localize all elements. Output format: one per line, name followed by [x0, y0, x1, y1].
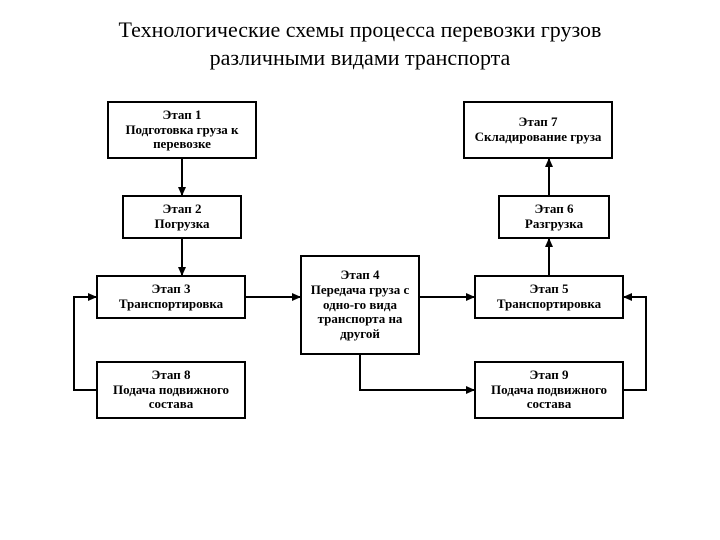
flowchart-node: Этап 9Подача подвижного состава: [474, 361, 624, 419]
flowchart-edge: [74, 297, 96, 390]
node-label: Подготовка груза к перевозке: [113, 123, 251, 153]
node-title: Этап 3: [152, 282, 191, 297]
flowchart-node: Этап 4Передача груза с одно-го вида тран…: [300, 255, 420, 355]
node-title: Этап 5: [530, 282, 569, 297]
flowchart-node: Этап 3Транспортировка: [96, 275, 246, 319]
title-line-1: Технологические схемы процесса перевозки…: [119, 17, 602, 42]
node-title: Этап 2: [163, 202, 202, 217]
flowchart-edge: [624, 297, 646, 390]
flowchart-node: Этап 8Подача подвижного состава: [96, 361, 246, 419]
node-title: Этап 9: [530, 368, 569, 383]
flowchart-node: Этап 1Подготовка груза к перевозке: [107, 101, 257, 159]
node-label: Разгрузка: [525, 217, 583, 232]
node-label: Передача груза с одно-го вида транспорта…: [306, 283, 414, 343]
flowchart-node: Этап 7Складирование груза: [463, 101, 613, 159]
node-label: Подача подвижного состава: [480, 383, 618, 413]
node-label: Складирование груза: [475, 130, 602, 145]
title-line-2: различными видами транспорта: [210, 45, 511, 70]
node-title: Этап 1: [163, 108, 202, 123]
node-title: Этап 7: [519, 115, 558, 130]
flowchart-node: Этап 6Разгрузка: [498, 195, 610, 239]
node-label: Погрузка: [154, 217, 209, 232]
node-title: Этап 8: [152, 368, 191, 383]
flowchart-node: Этап 5Транспортировка: [474, 275, 624, 319]
flowchart-edge: [360, 355, 474, 390]
node-label: Транспортировка: [497, 297, 601, 312]
node-title: Этап 6: [535, 202, 574, 217]
diagram-title: Технологические схемы процесса перевозки…: [0, 0, 720, 71]
flowchart-node: Этап 2Погрузка: [122, 195, 242, 239]
node-title: Этап 4: [341, 268, 380, 283]
diagram-canvas: Этап 1Подготовка груза к перевозке Этап 2…: [0, 71, 720, 531]
node-label: Транспортировка: [119, 297, 223, 312]
node-label: Подача подвижного состава: [102, 383, 240, 413]
